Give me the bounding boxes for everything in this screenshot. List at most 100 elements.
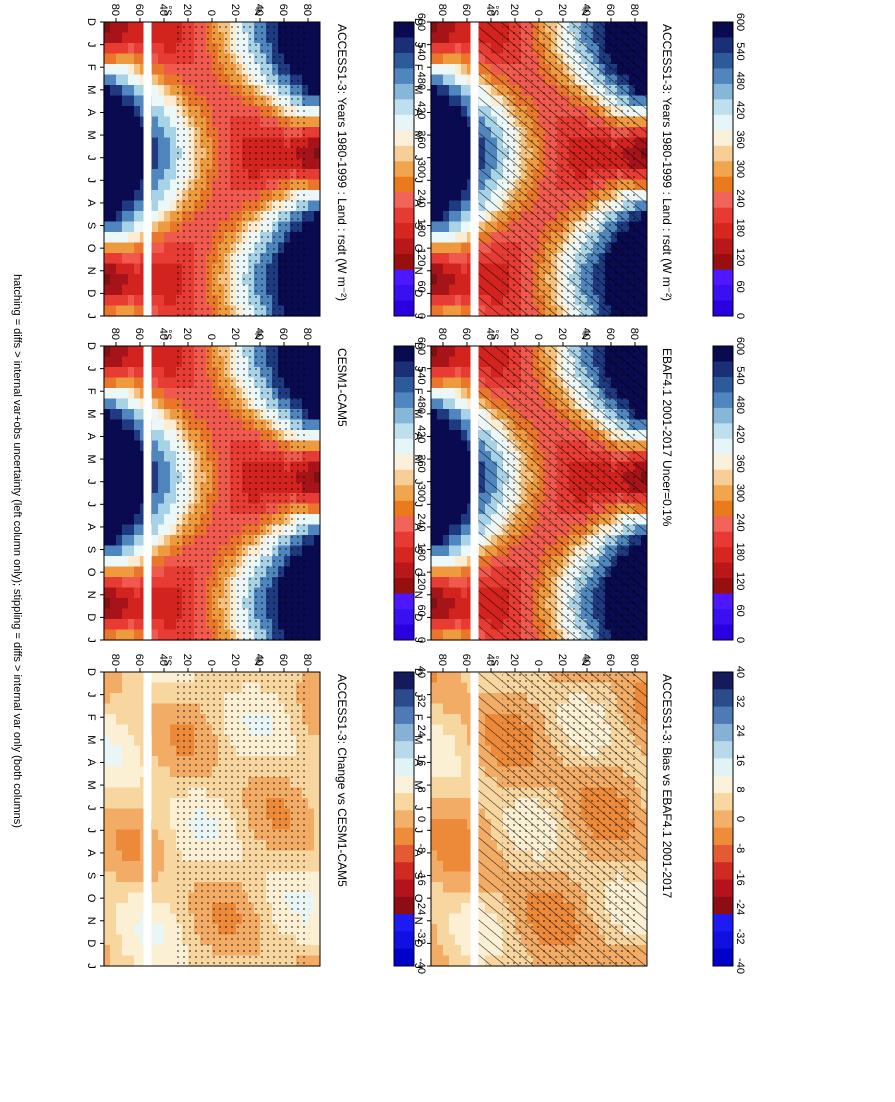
y-tick-label: 0 xyxy=(532,660,544,666)
x-tick-label: J xyxy=(412,155,424,161)
heatmap-cell xyxy=(460,43,467,55)
heatmap-cell xyxy=(442,514,449,526)
heatmap-cell xyxy=(448,798,455,810)
heatmap-cell xyxy=(163,263,170,275)
heatmap-cell xyxy=(442,430,449,442)
panel-2: EBAF4.1 2001-2017 Uncer=0.1%DJFMAMJJASON… xyxy=(412,328,746,643)
x-tick-label: M xyxy=(412,409,424,418)
heatmap-cell xyxy=(163,409,170,421)
y-tick-label: 60 xyxy=(460,328,472,340)
heatmap-cell xyxy=(151,116,158,128)
colorbar-swatch xyxy=(713,500,733,517)
heatmap-cell xyxy=(430,787,437,799)
x-tick-label: D xyxy=(85,18,97,26)
heatmap-cell xyxy=(163,242,170,254)
colorbar-tick-label: -40 xyxy=(734,958,746,974)
colorbar-tick-label: 0 xyxy=(734,313,746,319)
heatmap-cell xyxy=(151,398,158,410)
heatmap-cell xyxy=(436,64,443,76)
heatmap-cell xyxy=(460,577,467,589)
heatmap-cell xyxy=(151,451,158,463)
colorbar-swatch xyxy=(394,52,414,69)
heatmap-cell xyxy=(115,482,122,494)
heatmap-cell xyxy=(157,179,164,191)
y-unit-north: °N xyxy=(579,655,590,666)
heatmap-cell xyxy=(127,179,134,191)
heatmap-cell xyxy=(460,377,467,389)
heatmap-cell xyxy=(127,284,134,296)
heatmap-cell xyxy=(121,74,128,86)
heatmap-cell xyxy=(121,106,128,118)
x-tick-label: A xyxy=(85,109,97,117)
heatmap-cell xyxy=(151,200,158,212)
heatmap-cell xyxy=(436,682,443,694)
heatmap-cell xyxy=(442,440,449,452)
heatmap-cell xyxy=(115,53,122,65)
heatmap-cell xyxy=(442,587,449,599)
colorbar-tick-label: 120 xyxy=(415,248,427,266)
heatmap-cell xyxy=(157,472,164,484)
heatmap-cell xyxy=(454,95,461,107)
x-tick-label: J xyxy=(85,313,97,319)
heatmap-cell xyxy=(436,74,443,86)
heatmap-cell xyxy=(157,388,164,400)
heatmap-cell xyxy=(460,169,467,181)
heatmap-cell xyxy=(460,106,467,118)
heatmap-cell xyxy=(454,148,461,160)
heatmap-cell xyxy=(163,137,170,149)
heatmap-cell xyxy=(115,472,122,484)
x-tick-label: J xyxy=(85,42,97,48)
heatmap-cell xyxy=(109,64,116,76)
heatmap-cell xyxy=(430,556,437,568)
heatmap-cell xyxy=(430,305,437,317)
heatmap-cell xyxy=(430,955,437,967)
heatmap-cell xyxy=(448,882,455,894)
heatmap-cell xyxy=(448,545,455,557)
heatmap-cell xyxy=(157,367,164,379)
heatmap-cell xyxy=(430,148,437,160)
heatmap-cell xyxy=(151,232,158,244)
heatmap-cell xyxy=(151,106,158,118)
heatmap-cell xyxy=(454,945,461,957)
y-tick-label: 80 xyxy=(436,654,448,666)
heatmap-cell xyxy=(163,169,170,181)
heatmap-cell xyxy=(127,451,134,463)
x-tick-label: J xyxy=(412,42,424,48)
heatmap-cell xyxy=(460,924,467,936)
y-tick-label: 60 xyxy=(604,4,616,16)
heatmap-cell xyxy=(454,714,461,726)
heatmap-cell xyxy=(442,682,449,694)
heatmap-cell xyxy=(151,367,158,379)
heatmap-cell xyxy=(460,766,467,778)
heatmap-cell xyxy=(454,440,461,452)
heatmap-cell xyxy=(313,409,320,421)
heatmap-cell xyxy=(436,295,443,307)
heatmap-cell xyxy=(436,22,443,34)
heatmap-cell xyxy=(151,137,158,149)
heatmap-cell xyxy=(109,263,116,275)
heatmap-cell xyxy=(436,419,443,431)
heatmap-cell xyxy=(436,787,443,799)
heatmap-cell xyxy=(313,200,320,212)
y-unit-south: °S xyxy=(488,655,499,666)
heatmap-cell xyxy=(448,840,455,852)
heatmap-cell xyxy=(460,221,467,233)
heatmap-cell xyxy=(454,274,461,286)
heatmap-cell xyxy=(163,95,170,107)
heatmap-cell xyxy=(109,43,116,55)
colorbar-swatch xyxy=(713,741,733,759)
x-tick-label: O xyxy=(412,894,424,903)
heatmap-cell xyxy=(169,53,176,65)
heatmap-cell xyxy=(151,284,158,296)
colorbar-swatch xyxy=(713,114,733,131)
heatmap-cell xyxy=(460,535,467,547)
heatmap-cell xyxy=(436,756,443,768)
heatmap-cell xyxy=(169,211,176,223)
colorbar-swatch xyxy=(713,672,733,690)
heatmap-cell xyxy=(169,514,176,526)
heatmap-cell xyxy=(454,106,461,118)
x-tick-label: A xyxy=(412,849,424,857)
heatmap-cell xyxy=(448,672,455,684)
colorbar-tick-label: 360 xyxy=(734,454,746,472)
heatmap-cell xyxy=(460,74,467,86)
